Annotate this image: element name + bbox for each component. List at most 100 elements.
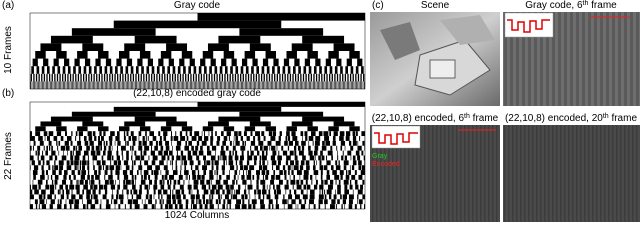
stripe — [206, 160, 211, 166]
stripe — [90, 184, 93, 190]
stripe — [251, 66, 254, 74]
stripe — [261, 131, 265, 137]
stripe — [255, 131, 260, 137]
stripe — [249, 165, 255, 171]
stripe — [311, 179, 313, 185]
stripe — [357, 145, 362, 151]
stripe — [361, 131, 365, 137]
stripe — [122, 189, 124, 195]
stripe — [196, 140, 200, 146]
stripe — [248, 189, 250, 195]
stripe — [297, 81, 298, 89]
stripe — [272, 66, 275, 74]
stripe — [172, 81, 174, 89]
stripe — [348, 140, 352, 146]
stripe — [364, 204, 365, 209]
stripe — [217, 81, 219, 89]
stripe — [226, 174, 230, 180]
stripe — [168, 204, 173, 209]
stripe — [109, 165, 115, 171]
stripe — [130, 145, 132, 151]
stripe — [104, 179, 109, 185]
stripe — [292, 184, 294, 190]
stripe — [36, 66, 40, 74]
stripe — [257, 136, 261, 141]
stripe — [149, 179, 153, 185]
stripe — [265, 150, 268, 156]
stripe — [148, 184, 150, 190]
stripe — [195, 145, 199, 151]
stripe — [331, 81, 332, 89]
stripe — [123, 160, 129, 166]
stripe — [206, 81, 208, 89]
stripe — [247, 73, 250, 82]
stripe — [217, 204, 219, 209]
stripe — [286, 131, 290, 137]
stripe — [85, 81, 86, 89]
stripe — [316, 160, 317, 166]
stripe — [165, 170, 169, 175]
stripe — [275, 204, 279, 209]
stripe — [62, 73, 64, 82]
stripe — [299, 174, 301, 180]
stripe — [318, 73, 320, 82]
stripe — [234, 73, 237, 82]
stripe — [341, 204, 343, 209]
stripe — [208, 73, 210, 82]
stripe — [196, 189, 199, 195]
stripe — [323, 73, 326, 82]
stripe — [339, 136, 344, 141]
stripe — [55, 184, 57, 190]
title-part: frame — [588, 0, 617, 11]
stripe — [340, 145, 343, 151]
stripe — [153, 170, 159, 175]
stripe — [218, 194, 221, 200]
stripe — [158, 58, 164, 67]
stripe — [187, 184, 192, 190]
stripe — [127, 199, 133, 205]
stripe — [77, 140, 82, 146]
stripe — [287, 136, 291, 141]
stripe — [84, 58, 91, 67]
stripe — [232, 194, 238, 200]
stripe — [58, 150, 60, 156]
stripe — [32, 81, 34, 89]
stripe — [200, 73, 203, 82]
stripe — [281, 145, 284, 151]
stripe — [348, 204, 353, 209]
stripe — [225, 81, 226, 89]
stripe — [104, 189, 108, 195]
stripe — [313, 66, 317, 74]
stripe — [77, 170, 81, 175]
stripe — [266, 184, 268, 190]
stripe — [46, 81, 47, 89]
stripe — [303, 81, 305, 89]
stripe — [49, 184, 55, 190]
stripe — [263, 145, 268, 151]
stripe — [71, 111, 156, 117]
stripe — [277, 81, 279, 89]
stripe — [240, 165, 244, 171]
stripe — [187, 81, 189, 89]
stripe — [86, 194, 90, 200]
stripe — [230, 66, 233, 74]
stripe — [196, 155, 200, 161]
stripe — [179, 73, 182, 82]
stripe — [122, 155, 124, 161]
stripe — [261, 66, 265, 74]
stripe — [167, 184, 171, 190]
stripe — [144, 184, 149, 190]
stripe — [120, 145, 126, 151]
stripe — [77, 126, 88, 132]
stripe — [59, 199, 62, 205]
stripe — [174, 81, 175, 89]
stripe — [207, 121, 229, 127]
stripe — [308, 150, 313, 156]
stripe — [302, 136, 303, 141]
stripe — [284, 81, 285, 89]
stripe — [223, 81, 225, 89]
stripe — [87, 160, 90, 166]
stripe — [237, 73, 239, 82]
stripe — [82, 81, 84, 89]
stripe — [70, 179, 73, 185]
